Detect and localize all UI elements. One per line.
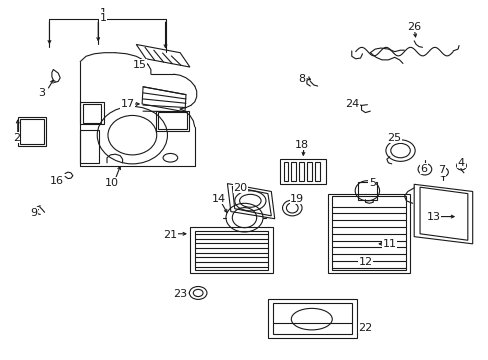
Text: 14: 14 (212, 194, 226, 204)
Text: 18: 18 (294, 140, 308, 150)
Bar (299, 162, 304, 181)
Text: 16: 16 (50, 176, 63, 186)
Text: 20: 20 (233, 183, 247, 193)
Text: 11: 11 (382, 239, 396, 249)
Text: 5: 5 (368, 178, 375, 188)
Text: 4: 4 (457, 158, 464, 168)
Text: 6: 6 (420, 163, 427, 174)
Bar (80, 102, 103, 125)
Text: 13: 13 (426, 212, 440, 221)
Text: 26: 26 (407, 22, 420, 32)
Bar (328, 194, 409, 273)
Text: 23: 23 (173, 289, 187, 299)
Bar (82, 104, 101, 123)
Text: 1: 1 (100, 13, 106, 23)
Bar (357, 182, 376, 200)
Text: 22: 22 (358, 323, 372, 333)
Text: 8: 8 (298, 74, 305, 84)
Bar (283, 162, 288, 181)
Text: 9: 9 (30, 208, 38, 218)
Text: 1: 1 (100, 8, 106, 18)
Text: 2: 2 (13, 133, 20, 143)
Text: 17: 17 (120, 99, 134, 109)
Text: 24: 24 (345, 99, 359, 109)
Text: 10: 10 (104, 178, 119, 188)
Bar (156, 111, 188, 131)
Bar (20, 119, 43, 144)
Text: 19: 19 (289, 194, 304, 204)
Bar (291, 162, 296, 181)
Bar (331, 196, 406, 270)
Text: 21: 21 (163, 230, 177, 239)
Bar (314, 162, 319, 181)
Bar (18, 117, 46, 146)
Text: 25: 25 (387, 133, 401, 143)
Text: 12: 12 (358, 257, 372, 267)
Bar (306, 162, 311, 181)
Text: 15: 15 (132, 59, 146, 69)
Text: 7: 7 (438, 165, 445, 175)
Bar (80, 130, 99, 163)
Bar (158, 112, 186, 129)
Text: 3: 3 (39, 88, 45, 98)
